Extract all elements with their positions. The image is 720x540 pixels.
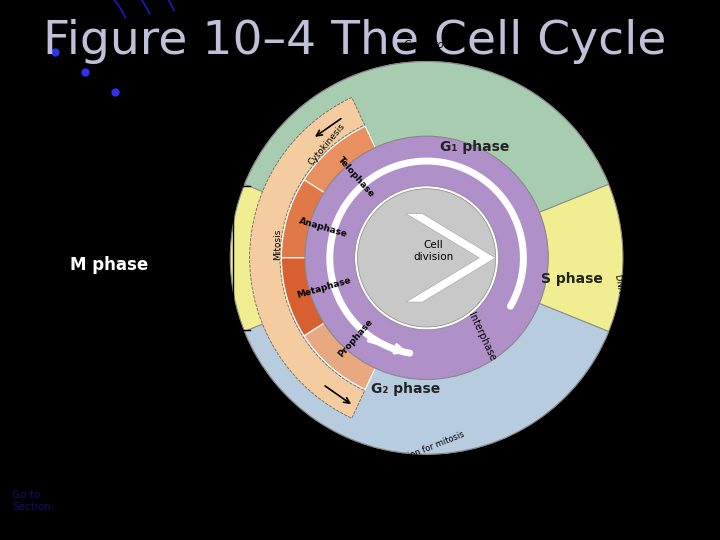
Circle shape xyxy=(230,62,623,454)
Text: Preparation for mitosis: Preparation for mitosis xyxy=(374,429,466,474)
Polygon shape xyxy=(406,214,496,302)
Text: Interphase: Interphase xyxy=(467,311,498,363)
Text: Cell
division: Cell division xyxy=(413,240,454,262)
Text: Mitosis: Mitosis xyxy=(273,228,282,260)
Wedge shape xyxy=(250,97,364,418)
Wedge shape xyxy=(282,180,369,258)
Wedge shape xyxy=(245,258,608,454)
Text: DNA replication: DNA replication xyxy=(613,273,633,340)
Text: G₂ phase: G₂ phase xyxy=(372,382,441,396)
Text: Cell growth: Cell growth xyxy=(404,40,463,50)
Wedge shape xyxy=(304,126,397,221)
Text: Telophase: Telophase xyxy=(336,155,376,199)
Text: G₁ phase: G₁ phase xyxy=(441,140,510,154)
Wedge shape xyxy=(245,62,608,258)
Wedge shape xyxy=(304,295,397,389)
Text: M phase: M phase xyxy=(70,256,148,274)
Text: Cytokinesis: Cytokinesis xyxy=(307,122,347,167)
Circle shape xyxy=(355,186,498,330)
Text: Prophase: Prophase xyxy=(337,318,375,359)
Wedge shape xyxy=(282,258,369,336)
Text: Figure 10–4 The Cell Cycle: Figure 10–4 The Cell Cycle xyxy=(43,19,667,64)
Text: S phase: S phase xyxy=(541,272,603,286)
Circle shape xyxy=(357,188,496,327)
Text: Go to
Section:: Go to Section: xyxy=(12,490,55,512)
Text: Metaphase: Metaphase xyxy=(295,275,352,300)
Circle shape xyxy=(305,136,549,380)
Text: Anaphase: Anaphase xyxy=(298,217,349,239)
